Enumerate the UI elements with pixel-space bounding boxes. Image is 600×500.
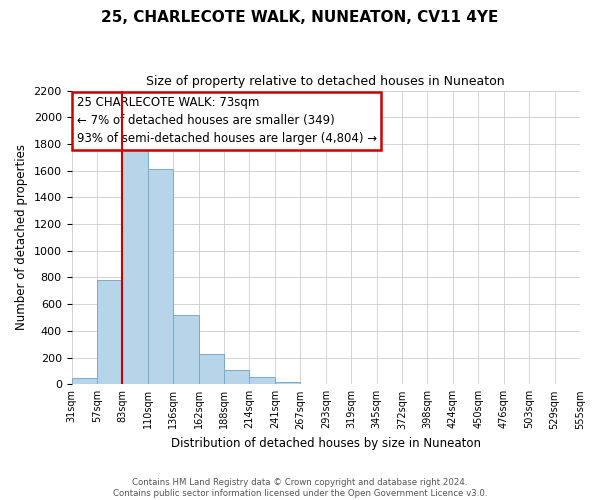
X-axis label: Distribution of detached houses by size in Nuneaton: Distribution of detached houses by size … (171, 437, 481, 450)
Bar (224, 370, 250, 384)
Bar (275, 382, 301, 384)
Bar (148, 170, 173, 384)
Bar (199, 354, 224, 384)
Bar (97, 280, 122, 384)
Text: 25 CHARLECOTE WALK: 73sqm
← 7% of detached houses are smaller (349)
93% of semi-: 25 CHARLECOTE WALK: 73sqm ← 7% of detach… (77, 96, 377, 146)
Bar (71, 378, 97, 384)
Text: 25, CHARLECOTE WALK, NUNEATON, CV11 4YE: 25, CHARLECOTE WALK, NUNEATON, CV11 4YE (101, 10, 499, 25)
Title: Size of property relative to detached houses in Nuneaton: Size of property relative to detached ho… (146, 75, 505, 88)
Text: Contains HM Land Registry data © Crown copyright and database right 2024.
Contai: Contains HM Land Registry data © Crown c… (113, 478, 487, 498)
Bar (122, 142, 148, 384)
Bar (250, 377, 275, 384)
Bar (173, 315, 199, 384)
Y-axis label: Number of detached properties: Number of detached properties (15, 144, 28, 330)
